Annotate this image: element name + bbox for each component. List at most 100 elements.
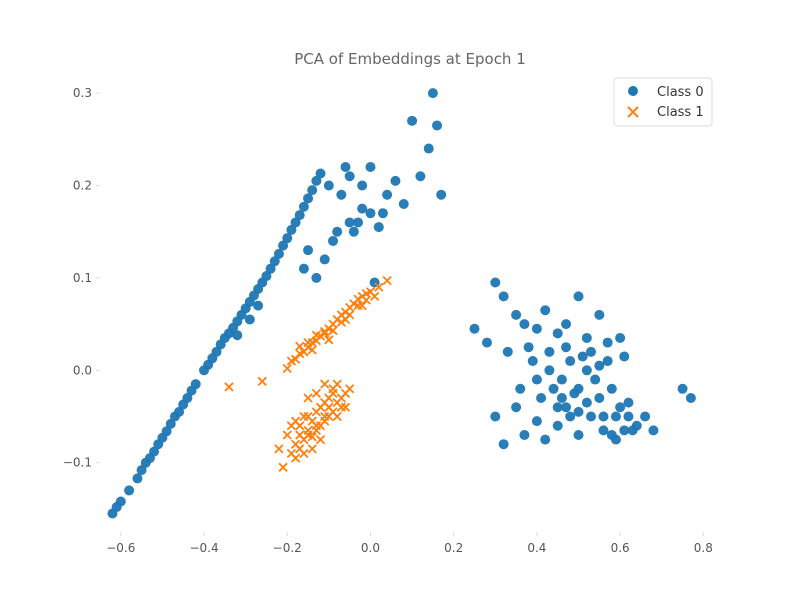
class-0-point [357,203,368,214]
class-0-point [432,120,443,131]
class-0-point [423,143,434,154]
x-tick-label: 0.0 [361,541,380,555]
class-0-point [606,383,617,394]
class-1-point [282,430,292,440]
class-0-point [182,393,193,404]
class-0-point [531,416,542,427]
class-0-point [132,473,143,484]
class-0-point [298,263,309,274]
class-0-point [253,300,264,311]
class-1-point [357,300,367,311]
class-0-point [573,429,584,440]
class-0-point [594,393,605,404]
class-1-point [328,325,338,336]
class-1-point [320,379,330,389]
class-0-point [136,465,147,476]
x-tick-label: −0.6 [106,541,135,555]
class-0-point [586,346,597,357]
x-tick-label: 0.8 [694,541,713,555]
class-1-point [257,376,267,387]
class-1-point [340,402,351,412]
class-0-point [490,277,501,288]
class-0-point [415,171,426,182]
class-0-point [536,393,547,404]
class-0-point [623,411,634,422]
class-1-point [382,276,392,286]
class-0-point [315,168,326,179]
class-0-point [623,397,634,408]
class-0-point [436,189,447,200]
class-0-point [373,222,384,233]
class-0-point [161,426,172,437]
class-1-point [324,402,334,412]
class-0-point [598,411,609,422]
class-1-point [299,448,309,459]
y-tick-label: 0.0 [73,363,92,377]
class-0-point [552,328,563,339]
class-1-point [282,363,292,374]
series-class-1 [224,276,392,472]
class-0-point [586,411,597,422]
x-tick-label: 0.6 [611,541,630,555]
class-0-point [303,245,314,256]
class-0-point [398,198,409,209]
class-0-point [640,411,651,422]
class-0-point [544,365,555,376]
class-0-point [232,330,243,341]
class-0-point [303,193,314,204]
class-0-point [265,263,276,274]
class-0-point [469,323,480,334]
class-0-point [174,406,185,417]
class-0-point [286,224,297,235]
series-class-0 [107,88,696,519]
class-0-point [544,346,555,357]
class-0-point [602,356,613,367]
class-1-point [303,425,313,435]
class-1-point [307,432,317,442]
x-tick-label: −0.4 [189,541,218,555]
class-0-point [149,446,160,457]
class-0-point [502,346,513,357]
class-0-point [490,411,501,422]
class-0-point [594,360,605,371]
class-0-point [610,434,621,445]
class-1-point [224,382,234,392]
class-0-point [336,189,347,200]
class-0-point [540,305,551,316]
class-0-point [552,402,563,413]
class-0-point [561,319,572,330]
class-1-point [332,379,342,389]
legend-marker-class-0 [628,86,638,96]
class-1-point [307,345,317,355]
class-0-point [365,162,376,173]
class-0-point [165,418,176,429]
class-0-point [298,201,309,212]
legend-label-class-0: Class 0 [657,85,704,100]
class-0-point [382,189,393,200]
axes: −0.6 −0.4 −0.2 0.0 0.2 0.4 0.6 0.8 −0.1 0.0 0.1 0.2… [63,86,713,555]
class-1-point [374,282,384,292]
class-0-point [344,217,355,228]
class-1-point [324,335,334,345]
class-1-point [295,341,305,351]
class-0-point [602,337,613,348]
class-1-point [299,411,309,422]
class-0-point [511,309,522,320]
legend-label-class-1: Class 1 [657,105,704,120]
class-0-point [552,420,563,431]
class-1-point [315,434,326,445]
class-0-point [390,175,401,186]
class-0-point [269,256,280,267]
legend-marker-class-1 [627,106,639,118]
class-1-point [320,326,330,337]
class-0-point [565,356,576,367]
class-1-point [369,291,380,302]
class-1-point [290,453,301,463]
class-0-point [427,88,438,99]
chart-title: PCA of Embeddings at Epoch 1 [294,50,526,68]
class-0-point [332,226,343,237]
class-1-point [336,317,346,327]
class-1-point [311,330,322,340]
class-0-point [610,411,621,422]
class-0-point [377,208,388,219]
